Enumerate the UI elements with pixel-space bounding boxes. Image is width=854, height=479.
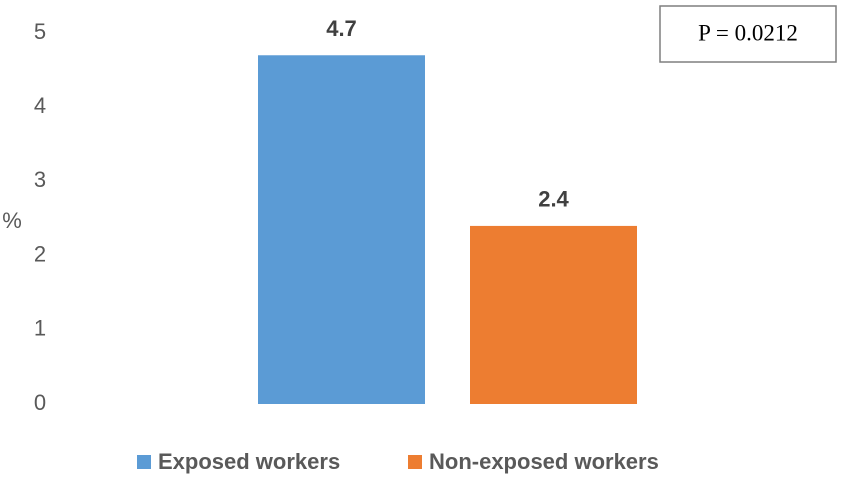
y-tick-label: 5 bbox=[34, 19, 46, 44]
y-tick-label: 0 bbox=[34, 390, 46, 415]
legend-label: Non-exposed workers bbox=[429, 449, 659, 474]
annotation-box bbox=[659, 5, 837, 63]
y-tick-label: 4 bbox=[34, 93, 46, 118]
legend-swatch bbox=[137, 455, 151, 469]
y-tick-label: 1 bbox=[34, 316, 46, 341]
legend-label: Exposed workers bbox=[158, 449, 340, 474]
y-tick-label: 2 bbox=[34, 241, 46, 266]
data-label: 4.7 bbox=[326, 16, 357, 41]
y-axis-label: % bbox=[2, 208, 22, 233]
bar bbox=[258, 55, 425, 404]
annotation: P = 0.0212 bbox=[698, 20, 798, 45]
legend-swatch bbox=[408, 455, 422, 469]
data-label: 2.4 bbox=[538, 187, 569, 212]
y-tick-label: 3 bbox=[34, 167, 46, 192]
bar bbox=[470, 225, 637, 404]
